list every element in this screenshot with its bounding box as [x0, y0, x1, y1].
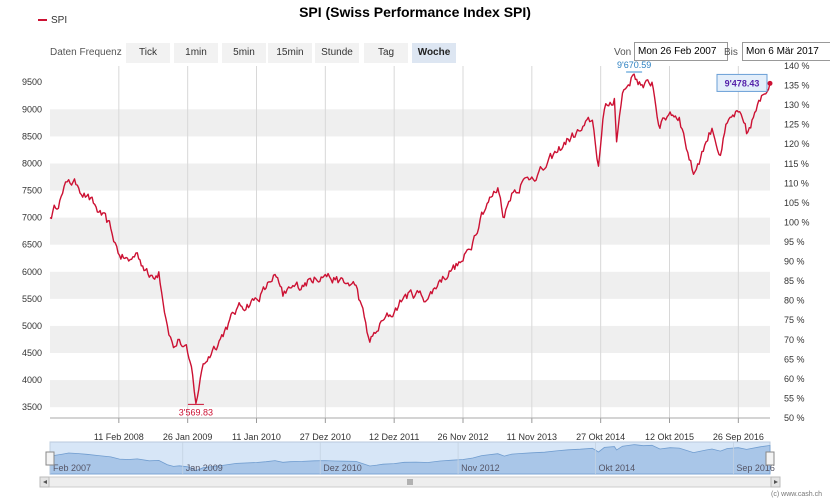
- x-tick-label: 26 Jan 2009: [163, 432, 213, 442]
- freq-button-15min[interactable]: 15min: [268, 43, 312, 63]
- navigator-handle[interactable]: [765, 451, 775, 466]
- last-value-box: [716, 73, 768, 92]
- freq-button-tick[interactable]: Tick: [126, 43, 170, 63]
- grid-band: [50, 163, 770, 191]
- freq-button-5min[interactable]: 5min: [222, 43, 266, 63]
- grid-band: [50, 217, 770, 245]
- y2-tick-label: 125 %: [784, 120, 810, 130]
- navigator-label: Sep 2016: [736, 463, 775, 473]
- from-date-input[interactable]: [634, 42, 728, 61]
- y-tick-label: 4000: [22, 375, 42, 385]
- navigator-handle[interactable]: [45, 451, 55, 466]
- y-tick-label: 7000: [22, 213, 42, 223]
- y2-tick-label: 115 %: [784, 159, 809, 169]
- spi-series-line: [49, 73, 771, 405]
- grid-band: [50, 271, 770, 299]
- from-label: Von: [614, 47, 632, 58]
- y2-tick-label: 80 %: [784, 296, 805, 306]
- y2-tick-label: 60 %: [784, 374, 805, 384]
- x-tick-label: 11 Jan 2010: [232, 432, 281, 442]
- y2-tick-label: 105 %: [784, 198, 810, 208]
- y-tick-label: 8000: [22, 158, 42, 168]
- y2-tick-label: 85 %: [784, 276, 805, 286]
- chart-title: SPI (Swiss Performance Index SPI): [299, 4, 531, 20]
- y-tick-label: 5000: [22, 321, 42, 331]
- y2-tick-label: 70 %: [784, 335, 805, 345]
- max-value-label: 9'670.59: [617, 60, 651, 70]
- last-point-marker: [767, 80, 773, 86]
- freq-button-woche[interactable]: Woche: [412, 43, 456, 63]
- x-tick-label: 11 Nov 2013: [507, 432, 557, 442]
- y-tick-label: 5500: [22, 294, 42, 304]
- navigator-label: Dez 2010: [323, 463, 362, 473]
- y-tick-label: 7500: [22, 186, 42, 196]
- y-tick-label: 8500: [22, 131, 42, 141]
- y2-tick-label: 140 %: [784, 61, 810, 71]
- grid-band: [50, 325, 770, 354]
- y-tick-label: 6500: [22, 240, 42, 250]
- navigator-area: [49, 444, 771, 475]
- x-tick-label: 12 Okt 2015: [645, 432, 694, 442]
- y2-tick-label: 110 %: [784, 178, 809, 188]
- scroll-left-arrow-icon: [43, 480, 47, 484]
- y-tick-label: 9000: [22, 104, 42, 114]
- x-tick-label: 12 Dez 2011: [369, 432, 419, 442]
- to-date-input[interactable]: [742, 42, 830, 61]
- navigator-label: Jan 2009: [186, 463, 223, 473]
- y2-tick-label: 95 %: [784, 237, 805, 247]
- y-tick-label: 3500: [22, 402, 42, 412]
- navigator-label: Okt 2014: [599, 463, 636, 473]
- y2-tick-label: 50 %: [784, 413, 805, 423]
- legend-label: SPI: [51, 15, 68, 26]
- x-tick-label: 27 Okt 2014: [576, 432, 625, 442]
- min-value-label: 3'569.83: [179, 407, 213, 417]
- frequency-label: Daten Frequenz: [50, 47, 122, 58]
- y2-tick-label: 135 %: [784, 81, 810, 91]
- grid-band: [50, 109, 770, 137]
- legend[interactable]: SPI: [38, 15, 67, 26]
- freq-button-stunde[interactable]: Stunde: [315, 43, 359, 63]
- y-tick-label: 4500: [22, 348, 42, 358]
- credit-text: (c) www.cash.ch: [771, 491, 822, 498]
- y2-tick-label: 130 %: [784, 100, 810, 110]
- y2-tick-label: 65 %: [784, 354, 805, 364]
- x-tick-label: 27 Dez 2010: [300, 432, 351, 442]
- y2-tick-label: 75 %: [784, 315, 805, 325]
- y2-tick-label: 90 %: [784, 257, 805, 267]
- scroll-right-arrow-icon: [774, 480, 778, 484]
- y-tick-label: 6000: [22, 267, 42, 277]
- freq-button-1min[interactable]: 1min: [174, 43, 218, 63]
- x-tick-label: 26 Sep 2016: [713, 432, 764, 442]
- y2-tick-label: 100 %: [784, 217, 810, 227]
- grid-band: [50, 380, 770, 408]
- legend-swatch: [38, 19, 47, 22]
- y2-tick-label: 120 %: [784, 139, 810, 149]
- y2-tick-label: 55 %: [784, 393, 805, 403]
- last-value-label: 9'478.43: [725, 78, 760, 88]
- to-label: Bis: [724, 47, 738, 58]
- freq-button-tag[interactable]: Tag: [364, 43, 408, 63]
- x-tick-label: 11 Feb 2008: [94, 432, 144, 442]
- navigator-label: Nov 2012: [461, 463, 500, 473]
- y-tick-label: 9500: [22, 77, 42, 87]
- x-tick-label: 26 Nov 2012: [437, 432, 488, 442]
- navigator-label: Feb 2007: [53, 463, 91, 473]
